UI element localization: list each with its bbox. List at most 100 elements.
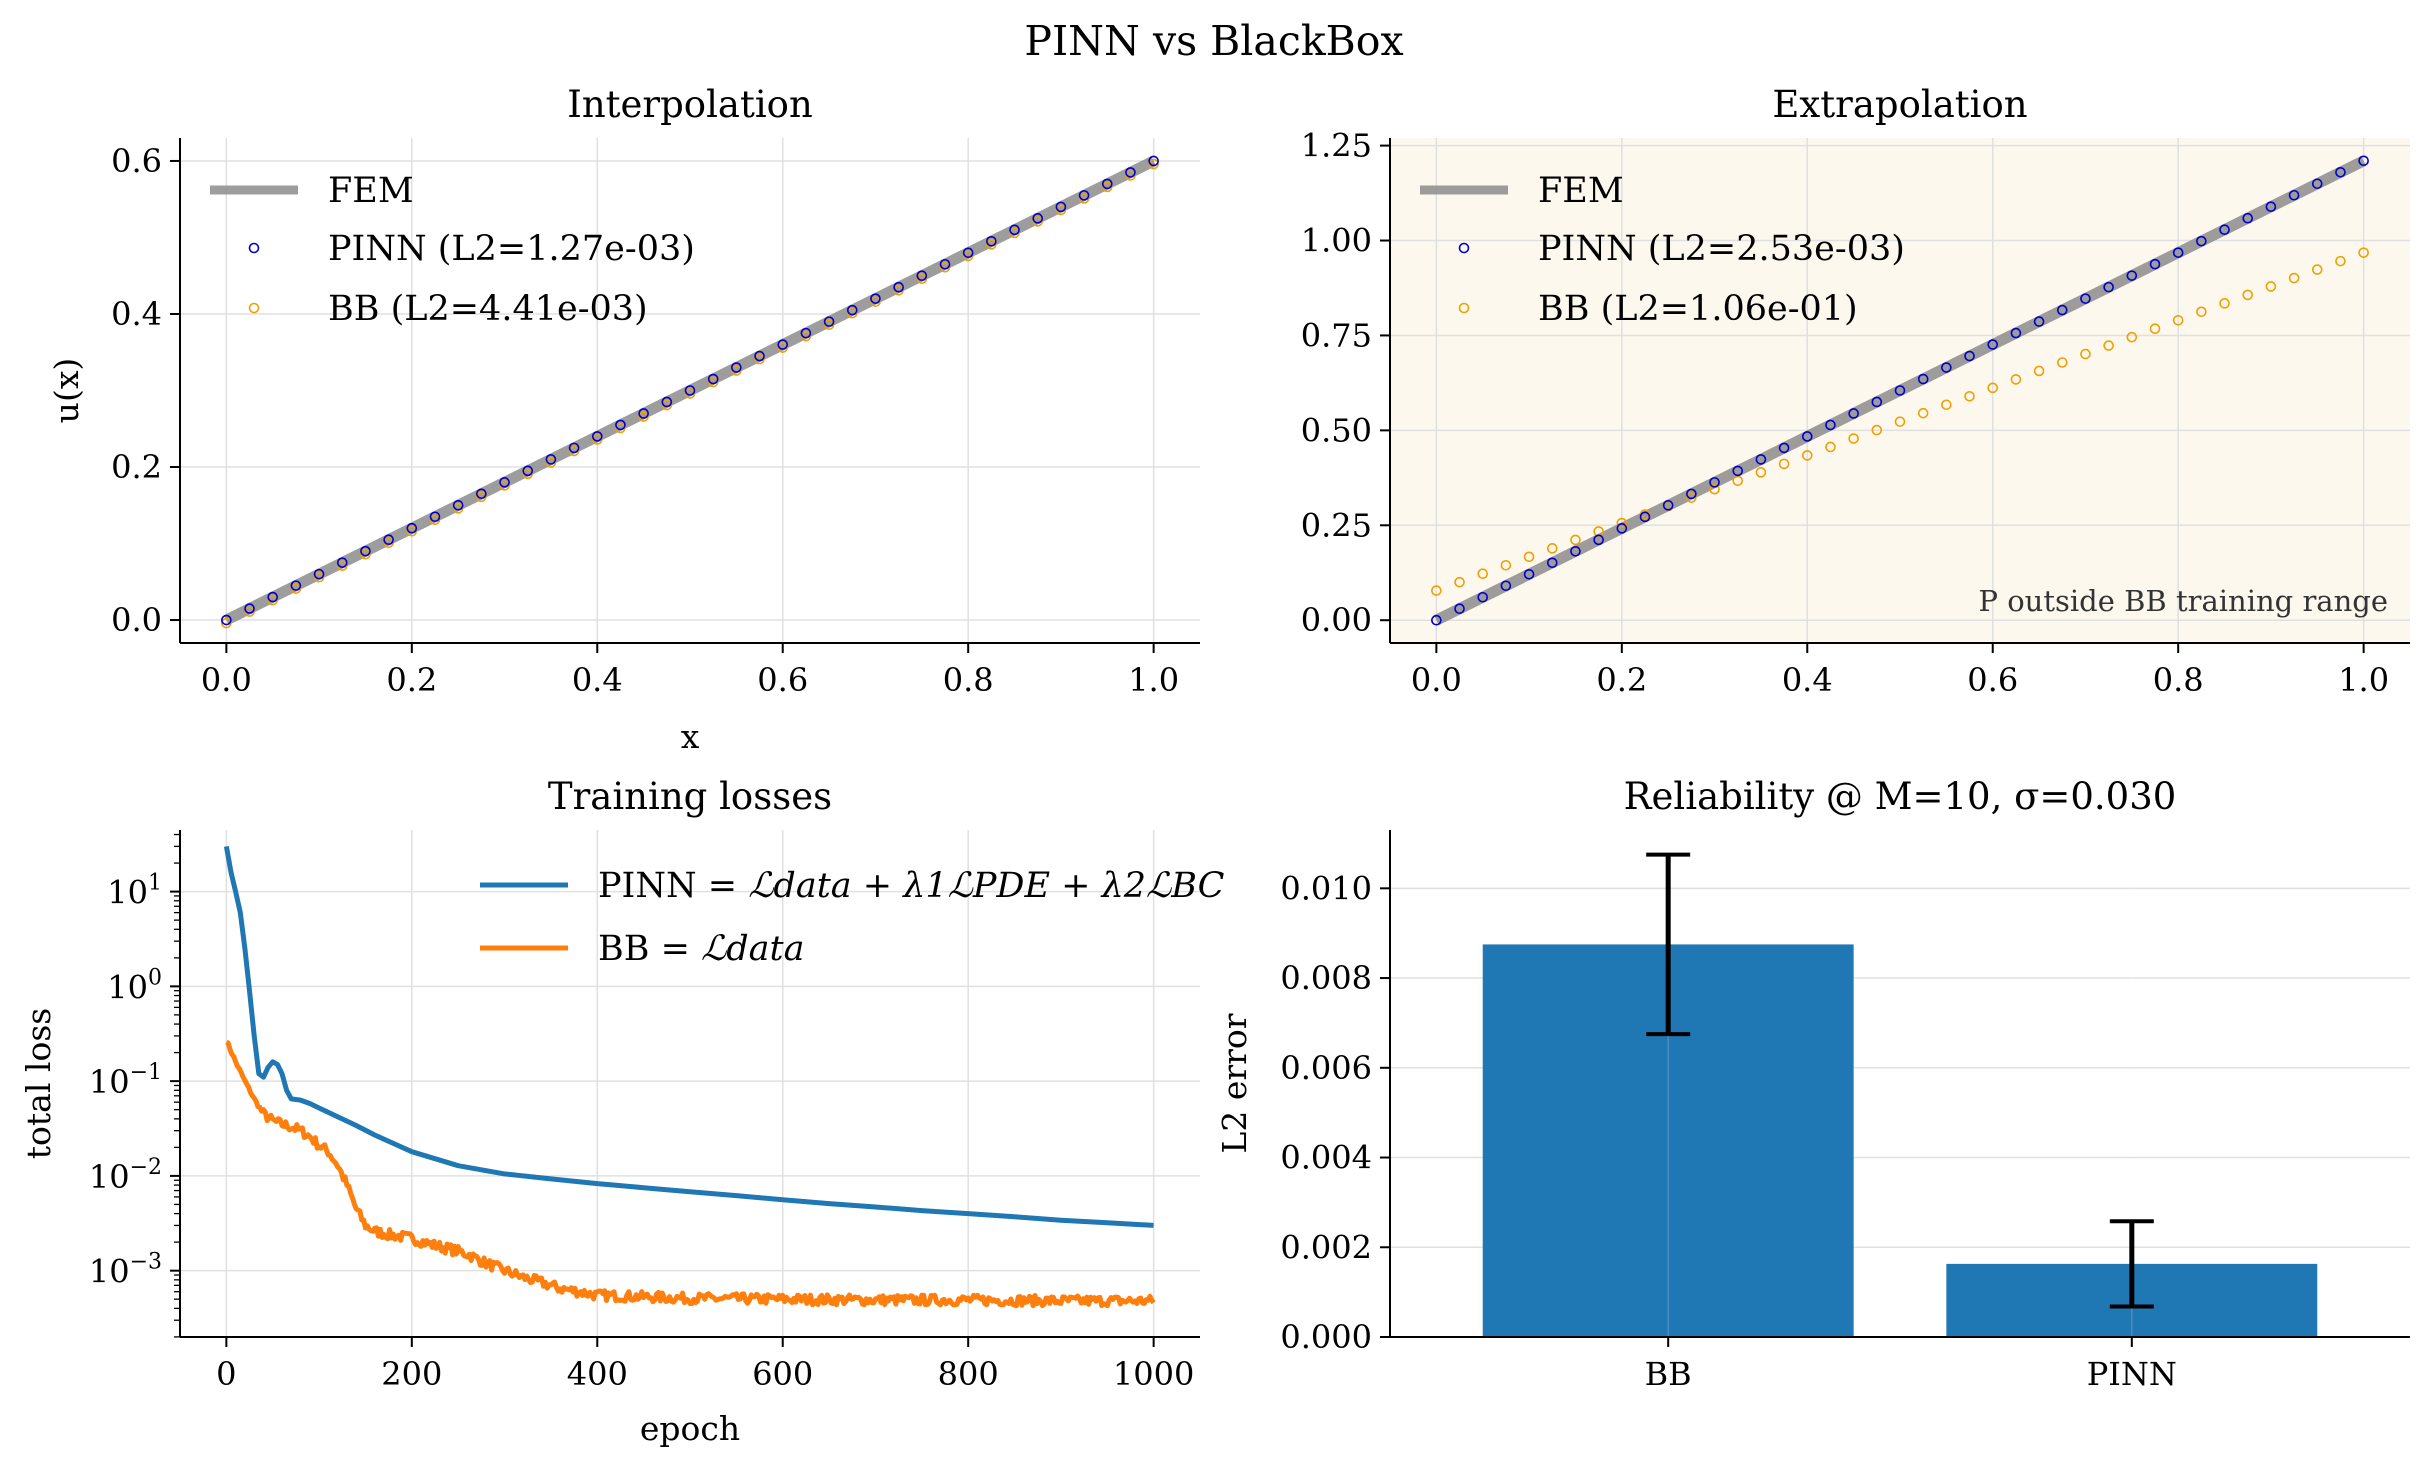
- loss-x-tick-label: 800: [938, 1355, 999, 1393]
- loss-y-tick-label: 101: [107, 871, 162, 912]
- interp-pinn-point: [777, 339, 789, 350]
- extrap-bb-point: [1778, 458, 1790, 470]
- extrap-bb-point: [1941, 399, 1952, 411]
- extrap-legend-pinn-swatch: [1458, 242, 1470, 254]
- loss-y-tick-label: 10−2: [89, 1155, 162, 1196]
- extrap-pinn-point: [2335, 166, 2346, 178]
- interp-pinn-point: [1125, 167, 1136, 178]
- extrap-pinn-point: [1616, 523, 1628, 534]
- extrap-pinn-point: [2242, 212, 2254, 224]
- interp-x-tick-label: 0.8: [943, 661, 994, 699]
- loss-x-tick-label: 600: [752, 1355, 813, 1393]
- extrap-pinn-point: [2358, 155, 2369, 167]
- interp-bb-point: [406, 525, 418, 537]
- extrap-pinn-point: [1917, 373, 1929, 385]
- interp-bb-point: [476, 491, 487, 503]
- extrap-bb-point: [2311, 264, 2323, 275]
- interp-legend-pinn-swatch: [248, 242, 260, 254]
- interp-x-axis-label: x: [681, 717, 700, 756]
- extrap-y-tick-label: 0.25: [1301, 506, 1372, 544]
- interp-pinn-point: [383, 534, 394, 546]
- interp-y-tick-label: 0.6: [111, 142, 162, 180]
- interp-pinn-point: [707, 373, 719, 385]
- interp-bb-point: [290, 583, 302, 594]
- interp-x-tick-label: 0.6: [757, 661, 808, 699]
- interp-pinn-point: [962, 247, 974, 259]
- rel-y-tick-label: 0.010: [1280, 869, 1372, 907]
- interp-pinn-point: [290, 580, 302, 591]
- extrap-pinn-point: [1755, 454, 1767, 465]
- interp-bb-point: [313, 571, 325, 583]
- loss-x-tick-label: 400: [567, 1355, 628, 1393]
- extrap-pinn-point: [2033, 316, 2045, 327]
- interp-panel: 0.0 0.2 0.4 0.6 0.8 1.0 0.0 0.2 0.4 0.6 Interpolat…: [47, 83, 1200, 756]
- interp-pinn-point: [1078, 190, 1090, 201]
- interp-pinn-point: [476, 488, 487, 500]
- extrap-bb-point: [1871, 424, 1883, 436]
- interp-pinn-point: [939, 258, 951, 270]
- interp-pinn-point: [661, 396, 673, 408]
- interp-pinn-point: [360, 545, 371, 557]
- extrap-x-tick-label: 1.0: [2338, 661, 2389, 699]
- interp-bb-point: [731, 365, 742, 376]
- extrap-bb-point: [1431, 585, 1442, 596]
- interp-pinn-point: [313, 568, 325, 580]
- interp-pinn-point: [823, 316, 835, 327]
- extrap-fem-line: [1433, 155, 2367, 626]
- interp-bb-point: [800, 330, 812, 342]
- figure-suptitle: PINN vs BlackBox: [1024, 17, 1403, 65]
- interp-bb-point: [429, 514, 441, 526]
- loss-x-tick-label: 1000: [1113, 1355, 1194, 1393]
- loss-legend-pinn-label: PINN = ℒdata + λ1ℒPDE + λ2ℒBC: [598, 866, 1225, 906]
- extrap-pinn-point: [1894, 385, 1906, 396]
- extrap-pinn-point: [2265, 201, 2277, 213]
- interp-x-tick-label: 0.0: [201, 661, 252, 699]
- rel-y-tick-label: 0.006: [1280, 1049, 1372, 1087]
- interp-bb-point: [1078, 193, 1090, 204]
- interp-pinn-point: [406, 522, 418, 534]
- extrap-bb-point: [1964, 390, 1975, 402]
- extrap-bb-point: [1500, 559, 1512, 571]
- extrap-bb-point: [1616, 517, 1628, 529]
- interp-bb-point: [1148, 158, 1159, 170]
- interp-bb-point: [383, 537, 394, 549]
- interp-x-tick-label: 0.4: [572, 661, 623, 699]
- interp-pinn-point: [731, 362, 742, 373]
- extrap-pinn-point: [2056, 304, 2068, 316]
- extrap-x-tick-label: 0.0: [1411, 661, 1462, 699]
- extrap-y-tick-label: 0.50: [1301, 411, 1372, 449]
- interp-bb-point: [986, 239, 997, 250]
- extrap-legend-bb-swatch: [1458, 302, 1470, 314]
- rel-title: Reliability @ M=10, σ=0.030: [1624, 775, 2177, 818]
- interp-pinn-point: [452, 499, 464, 511]
- extrap-y-tick-label: 1.00: [1301, 222, 1372, 260]
- loss-pinn-line: [223, 845, 1154, 1228]
- loss-legend-bb-label: BB = ℒdata: [598, 929, 804, 969]
- interp-pinn-point: [336, 557, 348, 568]
- extrap-bb-point: [1686, 492, 1697, 503]
- extrap-bb-point: [1848, 433, 1859, 444]
- interp-y-tick-label: 0.2: [111, 448, 162, 486]
- extrap-bb-point: [1523, 551, 1535, 563]
- interp-legend-pinn-label: PINN (L2=1.27e-03): [328, 229, 695, 269]
- extrap-bb-point: [1801, 450, 1813, 461]
- extrap-bb-point: [2358, 247, 2369, 258]
- interp-bb-point: [916, 273, 928, 285]
- interp-bb-point: [638, 411, 649, 422]
- extrap-legend-pinn-label: PINN (L2=2.53e-03): [1538, 229, 1905, 269]
- extrap-bb-point: [1987, 382, 1999, 394]
- extrap-pinn-point: [2126, 270, 2138, 281]
- interp-bb-point: [452, 503, 464, 514]
- loss-bb-line: [225, 1039, 1156, 1309]
- extrap-pinn-point: [1801, 431, 1813, 442]
- extrap-bb-point: [1825, 441, 1836, 453]
- extrap-pinn-point: [1686, 488, 1697, 500]
- interp-y-axis-label: u(x): [47, 358, 86, 424]
- extrap-bb-point: [2288, 272, 2300, 284]
- extrap-x-tick-label: 0.2: [1596, 661, 1647, 699]
- extrap-bb-point: [2033, 365, 2045, 377]
- interp-bb-point: [684, 388, 696, 399]
- extrap-y-tick-label: 0.75: [1301, 316, 1372, 354]
- interp-x-tick-label: 1.0: [1128, 661, 1179, 699]
